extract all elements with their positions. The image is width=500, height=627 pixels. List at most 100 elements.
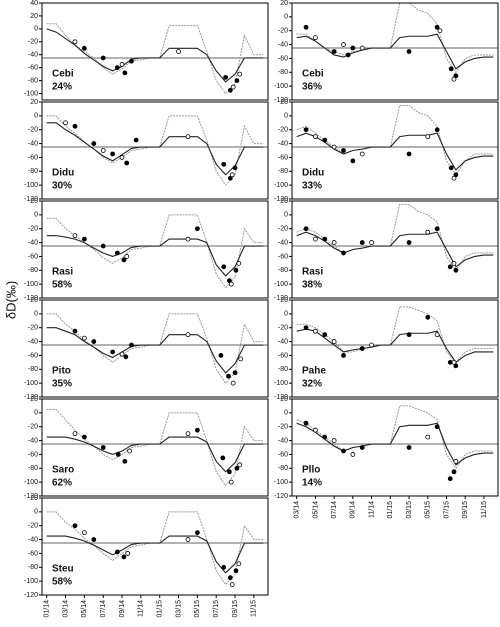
- series-line: [296, 203, 494, 272]
- plot-area: [292, 3, 498, 82]
- series-line: [296, 132, 494, 171]
- y-tick-label: 40: [30, 0, 38, 7]
- y-tick-label: 20: [30, 99, 38, 106]
- series-line: [46, 511, 264, 586]
- series-line: [296, 306, 494, 364]
- y-tick-label: -60: [28, 65, 38, 72]
- y-tick-label: -80: [278, 69, 288, 76]
- y-tick-label: -100: [274, 479, 288, 486]
- data-point: [185, 134, 191, 140]
- data-point: [129, 342, 134, 348]
- y-tick-label: -120: [274, 97, 288, 104]
- y-tick-label: -80: [28, 168, 38, 175]
- y-tick-label: 20: [30, 198, 38, 205]
- y-tick-label: 0: [284, 311, 288, 318]
- y-tick-label: -40: [28, 437, 38, 444]
- data-point: [322, 137, 328, 143]
- data-point: [100, 243, 106, 249]
- y-tick-label: -20: [278, 28, 288, 35]
- data-point: [221, 161, 227, 167]
- y-tick-label: -40: [28, 52, 38, 59]
- share-label: 33%: [302, 181, 322, 192]
- data-point: [229, 582, 235, 588]
- data-point: [453, 458, 459, 464]
- y-tick-label: -100: [274, 83, 288, 90]
- data-point: [369, 342, 374, 348]
- series-line: [296, 33, 494, 70]
- y-tick-label: -40: [278, 41, 288, 48]
- data-point: [451, 260, 457, 266]
- y-tick-label: -60: [278, 352, 288, 359]
- data-point: [434, 127, 440, 133]
- y-tick-label: -80: [28, 267, 38, 274]
- y-tick-label: -60: [28, 154, 38, 161]
- x-tick-label: 07/15: [213, 600, 220, 618]
- y-tick-label: -80: [278, 465, 288, 472]
- data-point: [313, 35, 318, 41]
- data-point: [359, 151, 365, 157]
- y-tick-label: -120: [274, 196, 288, 203]
- data-point: [119, 155, 125, 160]
- y-tick-label: 0: [34, 311, 38, 318]
- data-point: [313, 328, 318, 334]
- plot-area: [42, 511, 268, 588]
- data-point: [451, 76, 457, 82]
- y-tick-label: 0: [34, 509, 38, 516]
- site-label: Steu: [52, 564, 74, 575]
- data-point: [434, 424, 440, 430]
- series-line: [46, 535, 264, 574]
- data-point: [176, 49, 181, 54]
- x-tick-label: 05/15: [194, 600, 201, 618]
- y-tick-label: -120: [274, 394, 288, 401]
- data-point: [230, 380, 236, 386]
- data-point: [303, 325, 309, 331]
- share-label: 14%: [302, 478, 322, 489]
- data-point: [100, 445, 106, 450]
- data-point: [345, 52, 351, 58]
- data-point: [303, 226, 309, 232]
- data-point: [447, 476, 453, 482]
- y-tick-label: -100: [274, 380, 288, 387]
- y-tick-label: -100: [274, 281, 288, 288]
- data-point: [322, 236, 328, 242]
- x-tick-label: 01/14: [44, 600, 51, 618]
- data-point: [194, 226, 200, 232]
- data-point: [341, 448, 346, 454]
- x-tick-label: 01/15: [387, 501, 394, 519]
- y-tick-label: -120: [24, 493, 38, 500]
- data-point: [124, 254, 130, 259]
- series-line: [46, 235, 264, 277]
- y-tick-label: -40: [28, 239, 38, 246]
- data-point: [425, 434, 431, 440]
- site-label: Rasi: [302, 267, 323, 278]
- y-tick-label: -60: [28, 451, 38, 458]
- panel-frame: [41, 497, 269, 596]
- data-point: [406, 240, 412, 245]
- y-tick-label: -80: [28, 366, 38, 373]
- data-point: [91, 537, 97, 542]
- x-tick-label: 03/15: [406, 501, 413, 519]
- data-point: [451, 469, 457, 475]
- plot-area: [292, 405, 498, 482]
- site-label: Didu: [52, 168, 74, 179]
- share-label: 30%: [52, 181, 72, 192]
- data-point: [121, 554, 127, 560]
- data-point: [369, 240, 374, 245]
- data-point: [434, 226, 440, 232]
- x-tick-label: 03/15: [175, 600, 182, 618]
- plot-area: [292, 104, 498, 181]
- data-point: [303, 127, 309, 133]
- y-tick-label: 0: [284, 113, 288, 120]
- panel-frame: [41, 299, 269, 398]
- y-tick-label: -100: [24, 90, 38, 97]
- data-point: [63, 120, 68, 126]
- data-point: [81, 45, 87, 51]
- y-tick-label: -20: [278, 226, 288, 233]
- data-point: [226, 469, 232, 475]
- data-point: [228, 479, 234, 485]
- y-tick-label: -20: [28, 127, 38, 134]
- plot-area: [42, 313, 268, 386]
- y-tick-label: 0: [34, 212, 38, 219]
- data-point: [185, 431, 191, 437]
